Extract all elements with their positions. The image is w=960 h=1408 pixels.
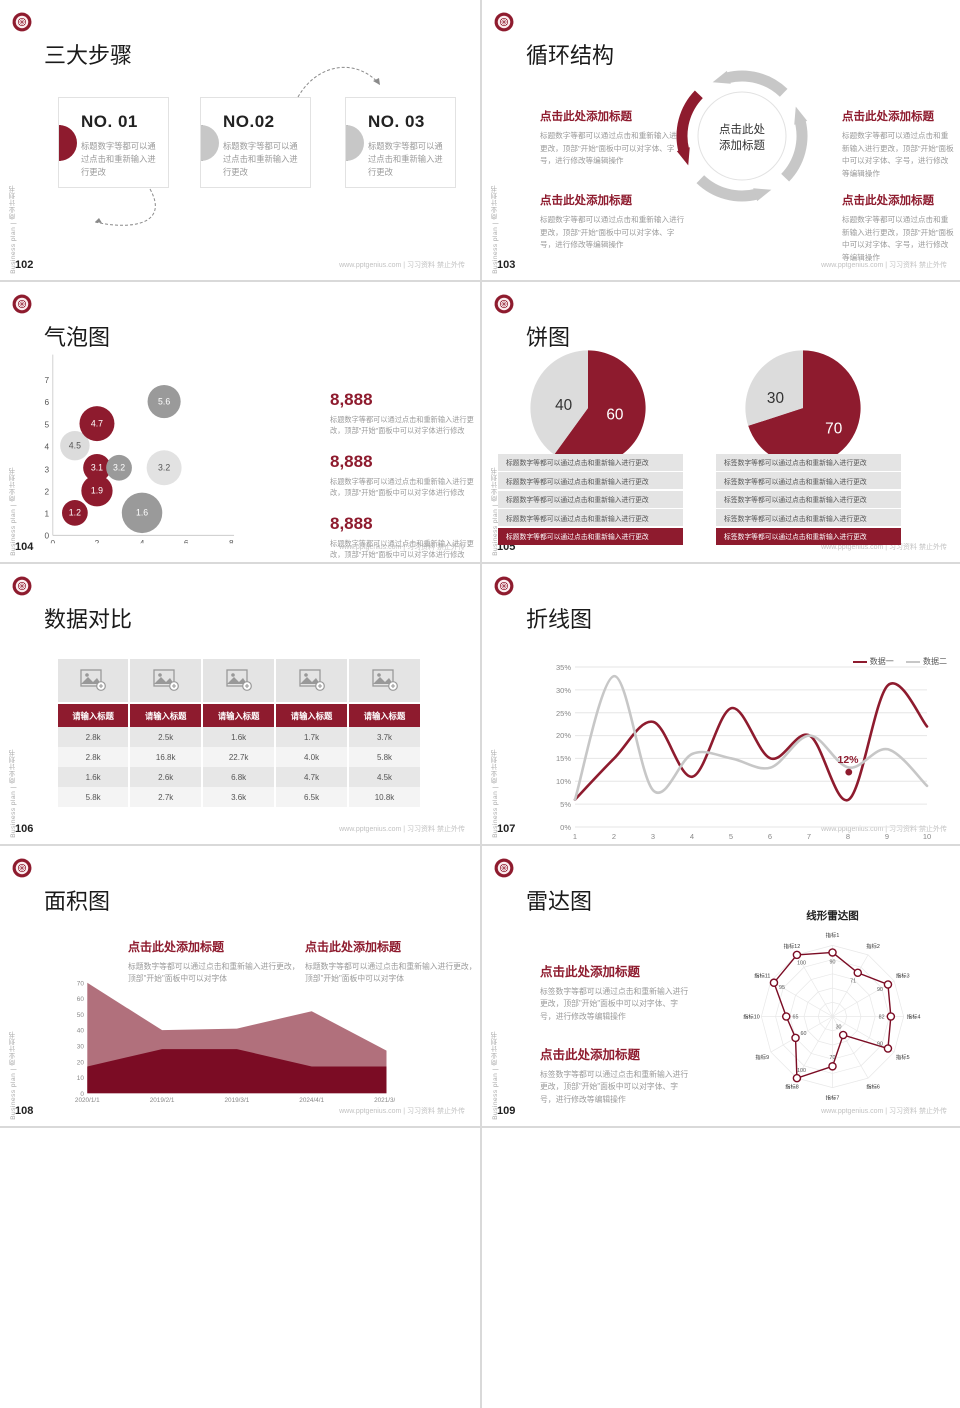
svg-text:0: 0: [45, 532, 50, 541]
svg-text:10: 10: [77, 1075, 85, 1082]
svg-text:2: 2: [95, 539, 100, 543]
svg-text:95: 95: [779, 985, 785, 991]
svg-text:30: 30: [77, 1044, 85, 1051]
svg-text:90: 90: [877, 987, 883, 993]
svg-text:指标12: 指标12: [784, 942, 801, 950]
svg-text:指标11: 指标11: [754, 972, 770, 980]
svg-text:70: 70: [830, 1055, 836, 1061]
svg-text:70: 70: [825, 421, 842, 438]
svg-text:8: 8: [846, 832, 850, 841]
svg-text:指标10: 指标10: [743, 1012, 760, 1020]
svg-text:0: 0: [50, 539, 55, 543]
svg-text:1: 1: [45, 510, 50, 519]
svg-text:2: 2: [612, 832, 616, 841]
svg-text:10: 10: [923, 832, 931, 841]
svg-text:1: 1: [573, 832, 577, 841]
svg-text:6: 6: [45, 398, 50, 407]
svg-text:2024/4/1: 2024/4/1: [299, 1097, 324, 1104]
svg-text:35%: 35%: [556, 663, 571, 672]
svg-text:2: 2: [45, 487, 50, 496]
svg-text:90: 90: [830, 959, 836, 965]
svg-text:6: 6: [768, 832, 772, 841]
svg-text:2019/2/1: 2019/2/1: [150, 1097, 175, 1104]
svg-text:70: 70: [77, 980, 85, 987]
svg-text:90: 90: [877, 1042, 883, 1048]
svg-text:12%: 12%: [837, 754, 859, 766]
svg-text:指标3: 指标3: [896, 972, 910, 980]
svg-text:指标5: 指标5: [896, 1053, 910, 1061]
svg-text:6: 6: [184, 539, 189, 543]
svg-text:15%: 15%: [556, 754, 571, 763]
svg-text:71: 71: [850, 979, 856, 985]
svg-text:40: 40: [555, 397, 572, 414]
svg-text:10%: 10%: [556, 777, 571, 786]
svg-text:指标1: 指标1: [826, 931, 840, 939]
svg-text:8: 8: [229, 539, 234, 543]
svg-text:3: 3: [651, 832, 655, 841]
svg-text:30%: 30%: [556, 686, 571, 695]
svg-text:100: 100: [797, 961, 806, 967]
svg-text:82: 82: [879, 1014, 885, 1020]
svg-text:2020/1/1: 2020/1/1: [75, 1097, 100, 1104]
svg-text:3: 3: [45, 465, 50, 474]
svg-text:30: 30: [767, 390, 784, 407]
svg-text:4: 4: [690, 832, 694, 841]
svg-text:7: 7: [807, 832, 811, 841]
svg-text:60: 60: [77, 996, 85, 1003]
svg-text:指标2: 指标2: [866, 942, 880, 950]
svg-text:100: 100: [797, 1068, 806, 1074]
svg-text:2019/3/1: 2019/3/1: [225, 1097, 250, 1104]
svg-text:指标4: 指标4: [907, 1012, 921, 1020]
svg-text:5: 5: [729, 832, 733, 841]
svg-text:4: 4: [140, 539, 145, 543]
svg-text:25%: 25%: [556, 709, 571, 718]
svg-text:指标9: 指标9: [755, 1053, 769, 1061]
svg-text:0%: 0%: [560, 823, 571, 832]
svg-text:5%: 5%: [560, 800, 571, 809]
svg-text:40: 40: [77, 1028, 85, 1035]
svg-text:2021/3/1: 2021/3/1: [374, 1097, 395, 1104]
svg-text:7: 7: [45, 376, 50, 385]
svg-text:9: 9: [885, 832, 889, 841]
svg-text:点击此处: 点击此处: [719, 123, 765, 136]
svg-text:60: 60: [801, 1031, 807, 1037]
svg-text:65: 65: [793, 1014, 799, 1020]
svg-text:4: 4: [45, 442, 50, 451]
svg-text:指标8: 指标8: [785, 1083, 799, 1091]
svg-text:60: 60: [606, 407, 623, 424]
svg-text:30: 30: [836, 1025, 842, 1031]
svg-text:20: 20: [77, 1059, 85, 1066]
svg-text:指标7: 指标7: [826, 1093, 840, 1101]
svg-text:添加标题: 添加标题: [719, 138, 765, 152]
svg-text:20%: 20%: [556, 731, 571, 740]
svg-text:50: 50: [77, 1012, 85, 1019]
svg-text:5: 5: [45, 420, 50, 429]
svg-text:指标6: 指标6: [866, 1083, 880, 1091]
